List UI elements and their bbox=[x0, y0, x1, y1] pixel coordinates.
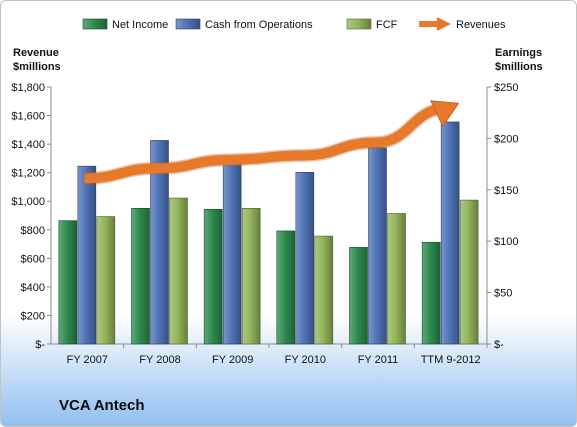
legend-item-fcf: FCF bbox=[346, 18, 398, 31]
x-axis-tick-label: TTM 9-2012 bbox=[421, 354, 481, 366]
legend-arrow-icon bbox=[437, 17, 451, 31]
bar-fcf bbox=[314, 235, 334, 345]
left-axis-title: Revenue $millions bbox=[13, 47, 61, 73]
legend-swatch-fcf bbox=[346, 18, 372, 30]
left-axis-tick-label: $600 bbox=[21, 253, 45, 265]
bar-fcf bbox=[241, 208, 261, 345]
x-axis-tick-label: FY 2009 bbox=[212, 354, 253, 366]
right-axis-tick-label: $250 bbox=[494, 82, 518, 94]
legend-label: Net Income bbox=[112, 19, 168, 31]
x-axis-tick-label: FY 2007 bbox=[67, 354, 108, 366]
bar-fcf bbox=[459, 199, 479, 345]
legend-label: Revenues bbox=[456, 19, 506, 31]
left-axis-tick-label: $400 bbox=[21, 282, 45, 294]
bar-cash-from-operations bbox=[150, 140, 169, 345]
left-axis-tick-label: $800 bbox=[21, 225, 45, 237]
legend-item-cash-from-operations: Cash from Operations bbox=[175, 18, 313, 31]
left-axis-tick-label: $1,000 bbox=[11, 196, 45, 208]
right-axis-title: Earnings $millions bbox=[495, 47, 543, 73]
bar-fcf bbox=[387, 213, 406, 345]
bar-net-income bbox=[276, 230, 296, 345]
bar-net-income bbox=[203, 209, 223, 345]
legend-label: Cash from Operations bbox=[205, 19, 313, 31]
legend-item-revenues: Revenues bbox=[419, 17, 506, 31]
bar-cash-from-operations bbox=[368, 147, 387, 345]
bar-net-income bbox=[349, 247, 368, 345]
right-axis-tick-label: $200 bbox=[494, 133, 518, 145]
left-axis-tick-label: $200 bbox=[21, 310, 45, 322]
left-axis-tick-label: $- bbox=[35, 339, 45, 351]
right-axis-tick-label: $50 bbox=[494, 288, 512, 300]
left-axis-tick-label: $1,200 bbox=[11, 168, 45, 180]
left-axis-tick-label: $1,400 bbox=[11, 139, 45, 151]
company-title: VCA Antech bbox=[59, 397, 145, 414]
legend-swatch-net-income bbox=[82, 18, 108, 30]
x-axis-tick-label: FY 2008 bbox=[139, 354, 180, 366]
bar-net-income bbox=[131, 208, 150, 345]
x-axis-tick-label: FY 2011 bbox=[358, 354, 399, 366]
bar-cash-from-operations bbox=[77, 165, 97, 345]
legend-item-net-income: Net Income bbox=[82, 18, 168, 31]
legend-swatch-cash-from-operations bbox=[175, 18, 201, 30]
bar-cash-from-operations bbox=[222, 159, 242, 345]
revenue-arrowhead bbox=[430, 100, 460, 128]
left-axis-tick-label: $1,800 bbox=[11, 82, 45, 94]
bar-cash-from-operations bbox=[295, 172, 315, 345]
bar-cash-from-operations bbox=[440, 121, 460, 345]
bar-fcf bbox=[96, 216, 116, 345]
x-axis-tick-label: FY 2010 bbox=[285, 354, 326, 366]
right-axis-tick-label: $150 bbox=[494, 185, 518, 197]
bar-net-income bbox=[421, 241, 441, 345]
bar-fcf bbox=[169, 197, 188, 345]
bar-net-income bbox=[58, 220, 78, 345]
right-axis-tick-label: $100 bbox=[494, 236, 518, 248]
left-axis-tick-label: $1,600 bbox=[11, 111, 45, 123]
legend-label: FCF bbox=[376, 19, 398, 31]
revenue-line bbox=[84, 103, 449, 184]
right-axis-tick-label: $- bbox=[494, 339, 504, 351]
